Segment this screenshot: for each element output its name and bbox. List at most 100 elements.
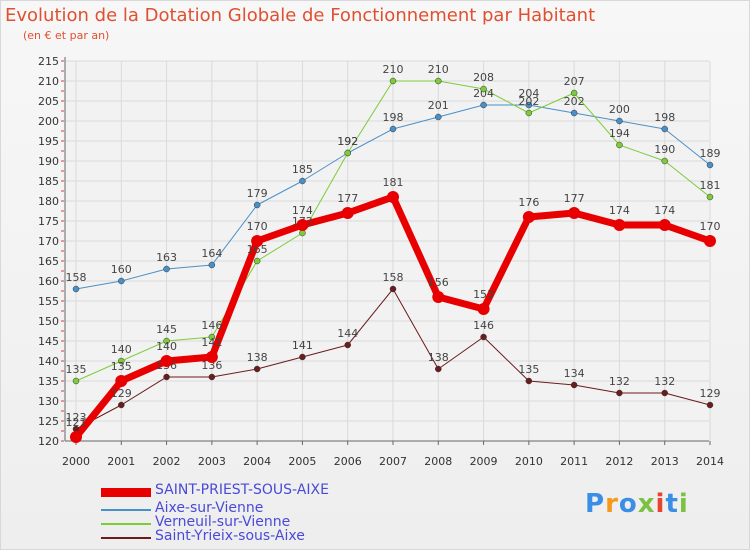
data-point [480,101,487,109]
data-label: 138 [428,351,449,364]
data-label: 202 [564,95,585,108]
data-label: 181 [383,176,404,189]
data-label: 189 [700,147,721,160]
data-label: 179 [247,187,268,200]
data-label: 146 [473,319,494,332]
data-point [253,201,261,209]
data-label: 194 [609,127,630,140]
y-tick-label: 150 [38,315,59,328]
data-point [253,257,261,265]
x-tick-label: 2013 [651,455,679,468]
data-label: 165 [247,243,268,256]
data-label: 129 [111,387,132,400]
data-label: 156 [428,276,449,289]
data-label: 158 [66,271,87,284]
data-point [389,77,397,85]
x-tick-label: 2007 [379,455,407,468]
data-label: 174 [609,204,630,217]
data-point [389,125,397,133]
data-point [70,431,82,443]
data-label: 200 [609,103,630,116]
logo-letter: t [665,489,679,519]
legend-label: SAINT-PRIEST-SOUS-AIXE [155,482,329,498]
proxiti-logo: Proxiti [585,489,689,519]
data-point [205,351,218,363]
data-label: 192 [337,135,358,148]
data-label: 190 [654,143,675,156]
y-tick-label: 170 [38,235,59,248]
data-label: 134 [564,367,585,380]
data-point [208,261,216,269]
data-point [480,333,487,341]
legend-label: Verneuil-sur-Vienne [155,514,291,530]
legend-swatch [101,523,151,525]
data-label: 123 [66,411,87,424]
data-point [477,303,490,315]
data-point [435,365,442,373]
data-point [613,219,626,231]
data-label: 207 [564,75,585,88]
x-tick-label: 2008 [424,455,452,468]
data-label: 163 [156,251,177,264]
data-label: 121 [66,416,87,429]
legend-swatch [101,487,151,497]
data-point [163,373,170,381]
data-label: 174 [292,204,313,217]
data-point [706,401,714,409]
data-label: 135 [111,360,132,373]
x-tick-label: 2011 [560,455,588,468]
data-label: 158 [383,271,404,284]
y-tick-label: 160 [38,275,59,288]
data-point [432,291,445,303]
data-label: 177 [337,192,358,205]
data-point [251,235,264,247]
y-tick-label: 180 [38,195,59,208]
data-point [616,117,623,125]
y-tick-label: 210 [38,75,59,88]
data-point [661,125,668,133]
y-tick-label: 120 [38,435,59,448]
x-tick-label: 2010 [515,455,543,468]
data-point [661,157,668,165]
y-tick-label: 125 [38,415,59,428]
data-label: 181 [700,179,721,192]
data-label: 198 [383,111,404,124]
x-tick-label: 2001 [107,455,135,468]
chart-subtitle: (en € et par an) [23,29,110,42]
data-label: 204 [473,87,494,100]
data-point [568,207,581,219]
y-tick-label: 165 [38,255,59,268]
data-label: 140 [156,340,177,353]
data-label: 146 [201,319,222,332]
x-tick-label: 2012 [605,455,633,468]
y-tick-label: 155 [38,295,59,308]
data-label: 198 [654,111,675,124]
logo-letter: P [585,489,606,519]
data-point [208,373,216,381]
data-label: 170 [700,220,721,233]
data-label: 170 [247,220,268,233]
data-label: 144 [337,327,358,340]
data-label: 201 [428,99,449,112]
chart-title: Evolution de la Dotation Globale de Fonc… [5,5,596,26]
data-point [253,365,261,373]
data-point [570,89,578,97]
logo-letter: o [618,489,638,519]
data-point [344,341,351,349]
legend-swatch [101,509,151,511]
data-label: 136 [201,359,222,372]
data-point [525,101,533,109]
x-tick-label: 2009 [470,455,498,468]
data-label: 141 [201,336,222,349]
data-label: 145 [156,323,177,336]
data-point [570,109,578,117]
data-label: 208 [473,71,494,84]
data-point [296,219,309,231]
data-point [525,109,533,117]
x-tick-label: 2005 [288,455,316,468]
data-label: 138 [247,351,268,364]
data-point [163,337,170,345]
data-label: 135 [518,363,539,376]
data-point [299,353,306,361]
